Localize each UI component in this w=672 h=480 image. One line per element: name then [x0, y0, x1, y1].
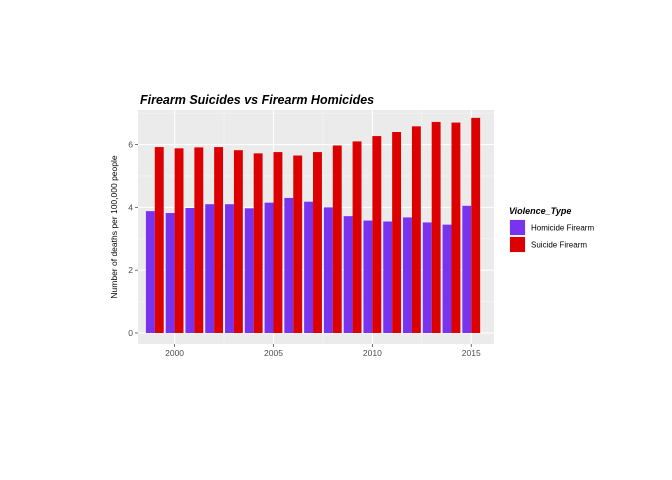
bar-suicide-firearm-2007: [313, 152, 322, 334]
bar-suicide-firearm-2014: [451, 122, 461, 334]
bar-homicide-firearm-2003: [225, 204, 234, 334]
bar-homicide-firearm-2015: [462, 205, 472, 334]
x-axis: 2000 2005 2010 2015: [165, 344, 481, 358]
y-axis-label: Number of deaths per 100,000 people: [109, 155, 119, 298]
bar-suicide-firearm-2011: [392, 131, 402, 334]
bar-suicide-firearm-2002: [214, 147, 224, 334]
bar-homicide-firearm-2011: [383, 221, 393, 334]
bar-suicide-firearm-2013: [431, 121, 441, 334]
bar-suicide-firearm-2012: [411, 126, 421, 334]
chart-title: Firearm Suicides vs Firearm Homicides: [140, 93, 374, 107]
bar-homicide-firearm-2013: [422, 222, 432, 334]
legend-swatch: [510, 220, 525, 235]
bar-suicide-firearm-2001: [194, 147, 204, 334]
bar-homicide-firearm-2014: [442, 224, 452, 334]
bar-suicide-firearm-2008: [332, 145, 342, 334]
bar-homicide-firearm-2007: [304, 201, 314, 334]
bar-suicide-firearm-2003: [233, 150, 243, 334]
legend-title: Violence_Type: [509, 206, 571, 216]
legend: Violence_Type Homicide Firearm Suicide Fi…: [509, 206, 594, 253]
x-tick-label: 2010: [363, 348, 382, 358]
bar-suicide-firearm-2009: [352, 141, 362, 334]
bar-suicide-firearm-2000: [174, 148, 184, 334]
x-tick-label: 2005: [264, 348, 283, 358]
x-tick-label: 2000: [165, 348, 184, 358]
bars: [145, 117, 481, 334]
bar-homicide-firearm-2005: [264, 202, 274, 334]
y-tick-label: 6: [128, 140, 133, 150]
bar-suicide-firearm-2015: [471, 117, 481, 334]
bar-homicide-firearm-2000: [165, 213, 175, 334]
bar-suicide-firearm-2004: [253, 153, 263, 334]
bar-homicide-firearm-2010: [363, 220, 373, 334]
y-axis: 0 2 4 6: [128, 140, 138, 338]
bar-suicide-firearm-2006: [293, 155, 303, 334]
x-tick-label: 2015: [462, 348, 481, 358]
bar-homicide-firearm-2002: [205, 204, 215, 334]
bar-suicide-firearm-2010: [372, 136, 382, 334]
legend-swatch: [510, 237, 525, 252]
y-tick-label: 0: [128, 328, 133, 338]
y-tick-label: 2: [128, 265, 133, 275]
y-tick-label: 4: [128, 202, 133, 212]
bar-homicide-firearm-1999: [145, 211, 155, 334]
bar-homicide-firearm-2008: [323, 207, 333, 334]
bar-homicide-firearm-2001: [185, 207, 195, 334]
bar-suicide-firearm-1999: [154, 147, 164, 334]
bar-homicide-firearm-2006: [284, 197, 294, 334]
bar-suicide-firearm-2005: [273, 152, 283, 334]
legend-label: Suicide Firearm: [531, 241, 587, 250]
bar-homicide-firearm-2004: [244, 208, 254, 334]
legend-label: Homicide Firearm: [531, 224, 594, 233]
bar-homicide-firearm-2012: [403, 217, 412, 334]
bar-homicide-firearm-2009: [343, 216, 353, 334]
